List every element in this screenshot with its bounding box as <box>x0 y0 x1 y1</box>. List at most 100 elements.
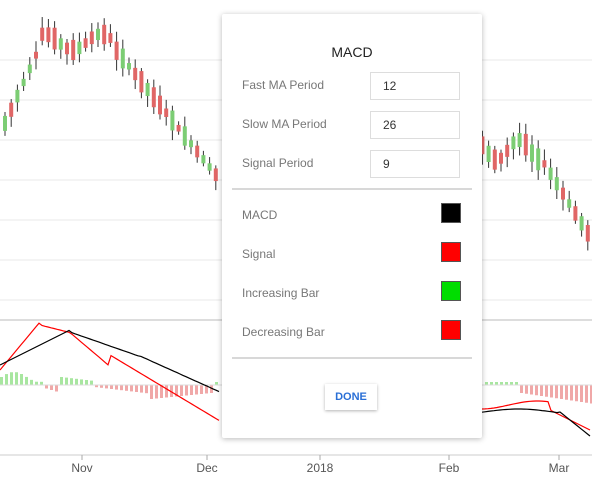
macd-histogram-bar <box>170 385 173 397</box>
candle-body <box>548 167 553 180</box>
macd-histogram-bar <box>485 382 488 385</box>
macd-histogram-bar <box>10 372 13 385</box>
macd-histogram-bar <box>555 385 558 399</box>
increasing-bar-color-label: Increasing Bar <box>242 286 320 300</box>
slow-ma-period-input[interactable]: 26 <box>370 111 460 139</box>
candle-body <box>505 144 510 157</box>
candle-body <box>158 95 162 115</box>
macd-histogram-bar <box>165 385 168 398</box>
macd-histogram-bar <box>520 385 523 393</box>
candle-body <box>108 33 113 43</box>
macd-histogram-bar <box>545 385 548 397</box>
increasing-bar-color-swatch[interactable] <box>441 281 461 301</box>
signal-period-label: Signal Period <box>242 156 314 170</box>
candle-body <box>139 71 144 93</box>
candle-body <box>89 31 94 45</box>
macd-histogram-bar <box>45 385 48 389</box>
macd-histogram-bar <box>200 385 203 394</box>
macd-histogram-bar <box>580 385 583 402</box>
signal-color-swatch[interactable] <box>441 242 461 262</box>
candle-body <box>480 136 485 155</box>
fast-ma-period-label: Fast MA Period <box>242 78 325 92</box>
candle-body <box>182 126 187 146</box>
candle-body <box>542 160 547 168</box>
x-axis-label-nov: Nov <box>71 461 93 475</box>
candle-body <box>114 41 119 60</box>
candle-body <box>189 140 193 148</box>
macd-histogram-bar <box>560 385 563 399</box>
macd-histogram-bar <box>180 385 183 396</box>
macd-histogram-bar <box>530 385 533 395</box>
macd-histogram-bar <box>115 385 118 390</box>
macd-histogram-bar <box>105 385 108 389</box>
candle-body <box>15 89 20 103</box>
candle-body <box>530 144 534 162</box>
candle-body <box>96 28 100 41</box>
candle-body <box>102 24 107 45</box>
macd-histogram-bar <box>525 385 528 394</box>
macd-histogram-bar <box>210 385 213 393</box>
macd-histogram-bar <box>185 385 188 396</box>
macd-color-swatch[interactable] <box>441 203 461 223</box>
signal-color-label: Signal <box>242 247 276 261</box>
candle-body <box>3 115 7 131</box>
macd-histogram-bar <box>515 382 518 385</box>
macd-histogram-bar <box>110 385 113 389</box>
macd-line-left <box>0 329 220 393</box>
candle-body <box>567 199 572 208</box>
candle-body <box>573 206 578 221</box>
candle-body <box>46 27 51 43</box>
candle-body <box>486 145 491 163</box>
candle-body <box>127 63 131 70</box>
macd-histogram-bar <box>65 377 68 385</box>
candle-body <box>65 42 69 55</box>
candle-body <box>492 149 497 170</box>
macd-histogram-bar <box>50 385 53 390</box>
candle-body <box>133 67 138 81</box>
macd-line-right <box>481 408 591 437</box>
macd-histogram-bar <box>175 385 178 397</box>
macd-histogram-bar <box>510 382 513 385</box>
decreasing-bar-color-swatch[interactable] <box>441 320 461 340</box>
macd-histogram-bar <box>95 385 98 388</box>
macd-histogram-bar <box>20 374 23 385</box>
dialog-title: MACD <box>331 44 373 60</box>
x-axis-label-mar: Mar <box>548 461 570 475</box>
candle-body <box>151 87 156 108</box>
macd-histogram-bar <box>590 385 592 404</box>
macd-histogram-bar <box>100 385 103 388</box>
macd-histogram-bar <box>120 385 123 391</box>
candle-body <box>585 225 590 242</box>
macd-histogram-bar <box>0 377 3 385</box>
candle-body <box>213 168 218 182</box>
signal-period-input[interactable]: 9 <box>370 150 460 178</box>
macd-histogram-bar <box>60 377 63 385</box>
macd-histogram-bar <box>135 385 138 392</box>
macd-histogram-bar <box>90 380 93 385</box>
macd-histogram-bar <box>5 374 8 385</box>
candle-body <box>9 102 14 117</box>
candle-body <box>77 41 82 55</box>
candle-body <box>34 51 38 59</box>
x-axis-label-dec: Dec <box>196 461 218 475</box>
decreasing-bar-color-label: Decreasing Bar <box>242 325 325 339</box>
done-button[interactable]: DONE <box>325 384 377 410</box>
fast-ma-period-input[interactable]: 12 <box>370 72 460 100</box>
slow-ma-period-label: Slow MA Period <box>242 117 327 131</box>
macd-settings-dialog: MACD Fast MA Period 12 Slow MA Period 26… <box>222 14 482 438</box>
macd-histogram-bar <box>205 385 208 394</box>
x-axis-label-feb: Feb <box>438 461 460 475</box>
macd-histogram-bar <box>190 385 193 395</box>
macd-histogram-bar <box>160 385 163 398</box>
macd-histogram-bar <box>85 380 88 385</box>
macd-histogram-bar <box>40 381 43 385</box>
macd-histogram-bar <box>25 376 28 385</box>
candle-body <box>554 177 559 191</box>
macd-histogram-bar <box>195 385 198 395</box>
macd-histogram-bar <box>535 385 538 396</box>
macd-histogram-bar <box>505 382 508 385</box>
section-divider <box>232 188 472 190</box>
candle-body <box>176 124 181 132</box>
candle-body <box>207 163 212 171</box>
macd-histogram-bar <box>495 382 498 385</box>
